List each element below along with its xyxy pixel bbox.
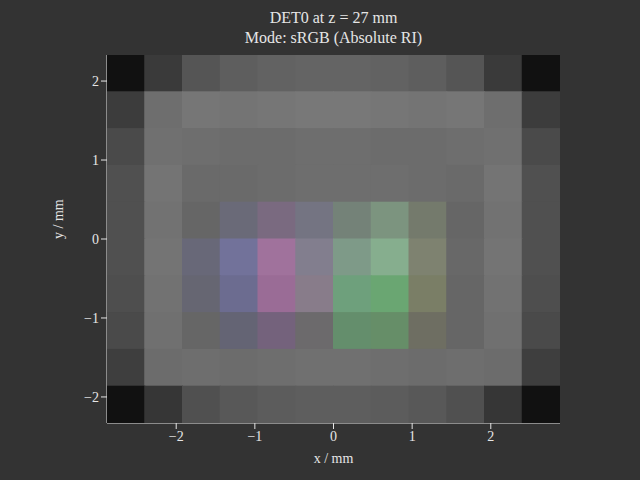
svg-text:−2: −2 xyxy=(84,390,99,405)
svg-text:2: 2 xyxy=(487,429,494,444)
svg-text:−1: −1 xyxy=(84,311,99,326)
svg-text:y / mm: y / mm xyxy=(51,199,66,239)
svg-text:2: 2 xyxy=(92,74,99,89)
html-text:DET0 at z = 27 mm: DET0 at z = 27 mm xyxy=(269,9,398,26)
svg-text:0: 0 xyxy=(330,429,337,444)
svg-text:−2: −2 xyxy=(169,429,184,444)
svg-text:1: 1 xyxy=(92,153,99,168)
svg-text:1: 1 xyxy=(409,429,416,444)
svg-text:−1: −1 xyxy=(247,429,262,444)
svg-text:x / mm: x / mm xyxy=(314,451,354,466)
html-text:Mode: sRGB (Absolute RI): Mode: sRGB (Absolute RI) xyxy=(244,29,423,46)
svg-text:0: 0 xyxy=(92,232,99,247)
